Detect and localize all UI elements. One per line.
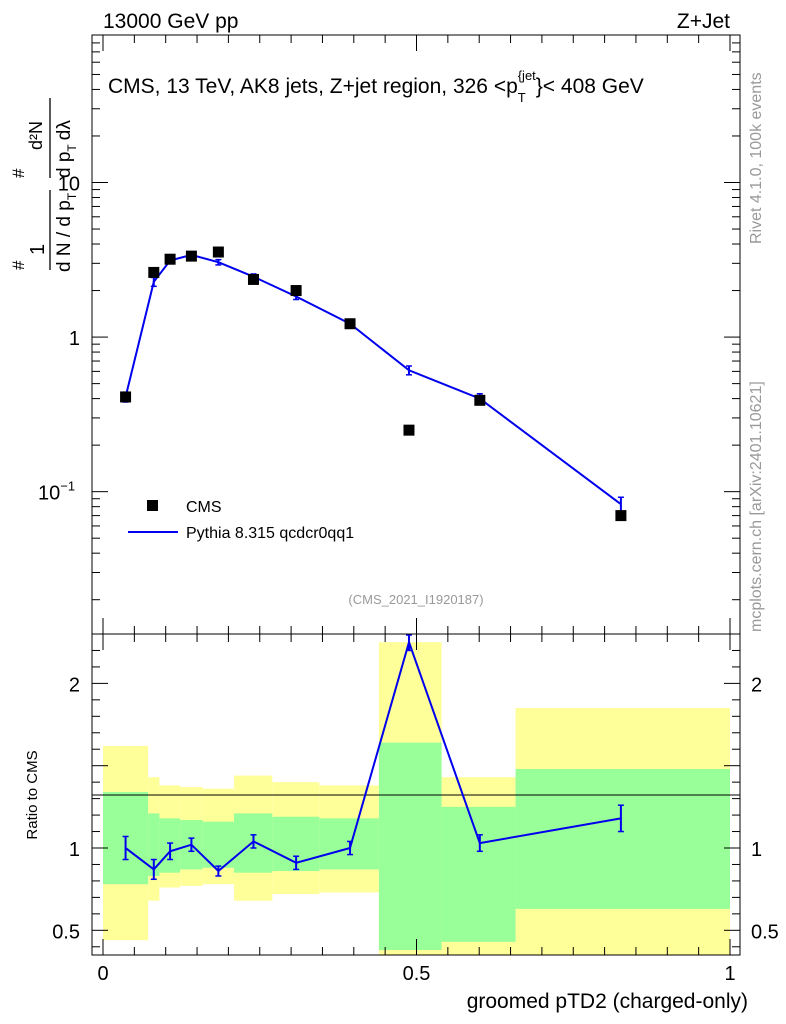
analysis-tag: (CMS_2021_I1920187) [348,592,483,607]
ylabel-d2n: d²N [26,121,46,150]
ratio-ylabel: Ratio to CMS [24,750,41,839]
cms-point [403,424,415,436]
cms-point [164,253,176,265]
title-sup: {jet [518,68,536,83]
ratio-band-inner [515,768,730,909]
ylabel-hash-2: # [9,168,28,178]
ylabel-one: 1 [27,244,49,255]
ratio-xtick-label: 1 [724,963,735,985]
main-ytick-label: 1 [69,328,80,350]
rivet-label: Rivet 4.1.0, 100k events [748,72,765,244]
ratio-marks [122,634,624,881]
mcplots-label: mcplots.cern.ch [arXiv:2401.10621] [748,381,765,632]
header-right: Z+Jet [677,10,730,33]
ratio-xtick-label: 0 [97,963,108,985]
cms-point [247,273,259,285]
cms-point [290,285,302,297]
main-title: CMS, 13 TeV, AK8 jets, Z+jet region, 326… [108,68,644,105]
header-left: 13000 GeV pp [103,10,238,33]
ratio-ytick-label-right: 2 [751,674,762,696]
legend-marker-cms [147,500,158,511]
ratio-ticks: 0.5 0.5 1 1 2 2 0 0.5 1 [52,634,779,985]
ylabel-dp-sub: T [65,144,79,152]
x-axis-label: groomed pTD2 (charged-only) [467,990,748,1013]
title-suffix: }< 408 GeV [536,75,644,98]
title-prefix: CMS, 13 TeV, AK8 jets, Z+jet region, 326… [108,75,518,98]
main-ytick-label: 10 [58,174,80,196]
ylabel-dpdl: d pTdλ [54,120,79,178]
main-ytick-label: 10−1 [38,479,75,505]
mc-line [124,253,622,506]
tick-exponent: −1 [60,479,75,494]
ratio-ytick-label: 0.5 [52,921,80,943]
cms-point [615,510,627,522]
ylabel-dl: dλ [54,120,75,141]
ratio-ytick-label-right: 1 [751,839,762,861]
ylabel-dn-sub: T [65,192,79,200]
main-marks [120,246,627,522]
ratio-bands [103,642,730,955]
main-frame [91,34,741,635]
cms-point [474,394,486,406]
legend-label-cms: CMS [186,499,222,516]
ratio-ytick-label: 1 [69,839,80,861]
cms-point [344,318,356,330]
legend-label-mc: Pythia 8.315 qcdcr0qq1 [186,525,354,542]
ratio-band-inner [378,742,442,951]
ylabel-dn-text: d N / d p [54,200,75,272]
main-ylabel: # 1 d N / d pT # d²N d pTdλ [9,98,79,272]
cms-point [148,266,160,278]
ratio-ytick-label-right: 0.5 [751,921,779,943]
cms-point [120,391,132,403]
ylabel-hash-1: # [9,260,28,270]
cms-point [212,246,224,258]
ylabel-dn: d N / d pT [54,192,79,272]
ylabel-dp-text: d p [54,152,75,178]
ratio-ytick-label: 2 [69,674,80,696]
title-sub: T [518,90,526,105]
tick-base: 10 [38,483,60,505]
ratio-band-inner [441,806,516,942]
ratio-xtick-label: 0.5 [403,963,431,985]
ratio-panel: 0.5 0.5 1 1 2 2 0 0.5 1 [52,633,779,985]
cms-point [185,250,197,262]
ratio-band-inner [148,813,160,876]
